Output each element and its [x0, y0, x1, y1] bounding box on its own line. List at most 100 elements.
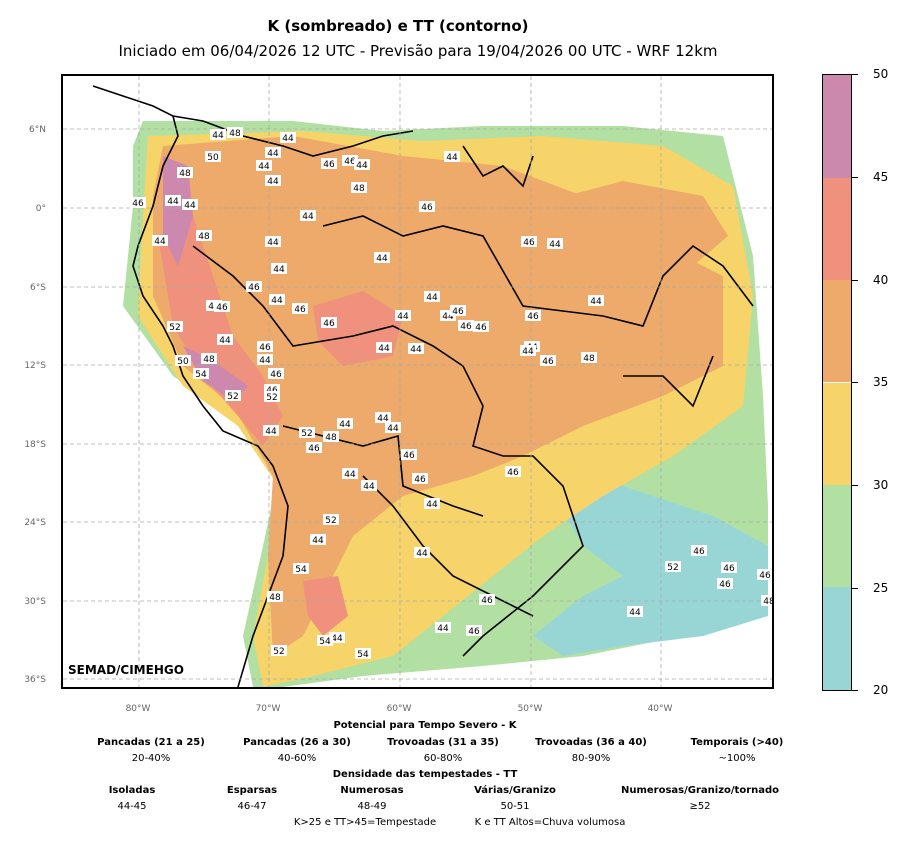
tt-contour-label-bg — [257, 341, 273, 352]
k-legend-item-value: 40-60% — [277, 753, 317, 764]
tt-contour-label-bg — [581, 352, 597, 363]
tt-contour-label: 44 — [267, 177, 279, 187]
k-zone-45-50 — [163, 156, 193, 266]
tt-contour-label-bg — [401, 449, 417, 460]
tt-contour-label-bg — [376, 342, 392, 353]
colorbar-label-40: 40 — [873, 273, 889, 287]
tt-contour-label: 44 — [549, 240, 561, 250]
tt-contour-label-bg — [321, 158, 337, 169]
tt-contour-label-bg — [265, 236, 281, 247]
tt-contour-label: 46 — [216, 303, 228, 313]
k-legend-item-name: Trovoadas (31 a 35) — [387, 737, 499, 748]
tt-contour-label-bg — [375, 412, 391, 423]
colorbar-label-30: 30 — [873, 478, 889, 492]
tt-contour-label-bg — [165, 195, 181, 206]
tt-contour-label-bg — [265, 147, 281, 158]
tt-contour-label: 44 — [184, 201, 196, 211]
tt-contour-label: 54 — [319, 637, 331, 647]
k-zone-35-40-east — [528, 181, 728, 266]
tt-contour-label: 44 — [167, 197, 179, 207]
tt-contour-label: 48 — [325, 433, 337, 443]
tt-contour-label-bg — [627, 606, 643, 617]
tt-contour-label-bg — [385, 422, 401, 433]
lat-label-18s: 18°S — [24, 440, 46, 450]
k-legend-title: Potencial para Tempo Severo - K — [333, 720, 517, 731]
tt-contour-label-bg — [408, 343, 424, 354]
tt-contour-label: 52 — [169, 323, 180, 333]
tt-contour-label-bg — [717, 578, 733, 589]
k-legend-item-name: Pancadas (21 a 25) — [97, 737, 205, 748]
tt-contour-label-bg — [505, 466, 521, 477]
tt-contour-label-bg — [419, 201, 435, 212]
tt-legend-item-name: Esparsas — [226, 785, 278, 796]
tt-contour-label-bg — [271, 263, 287, 274]
tt-contour-label-bg — [435, 622, 451, 633]
lon-label-40w: 40°W — [647, 704, 673, 714]
tt-contour-label: 46 — [259, 343, 271, 353]
tt-contour-label-bg — [520, 345, 536, 356]
tt-contour-label-bg — [721, 562, 737, 573]
tt-contour-label: 46 — [248, 283, 260, 293]
tt-contour-label: 52 — [273, 647, 284, 657]
tt-contour-label: 46 — [527, 312, 539, 322]
tt-contour-label-bg — [263, 425, 279, 436]
k-zone-45-50-b — [183, 346, 248, 401]
map-panel: 44 48 44 44 50 48 44 44 46 46 44 48 46 44 44 44 48 44 44 46… — [61, 74, 774, 689]
tt-contour-label: 46 — [403, 451, 415, 461]
tt-contour-label: 44 — [344, 470, 356, 480]
tt-contour-label: 46 — [460, 322, 472, 332]
tt-contour-label-bg — [256, 160, 272, 171]
tt-contour-label-bg — [473, 321, 489, 332]
k-legend-item-value: 20-40% — [131, 753, 171, 764]
colorbar-tick — [852, 588, 858, 589]
tt-contour-label-bg — [395, 310, 411, 321]
lat-label-6s: 6°S — [30, 283, 46, 293]
k-legend-item-value: ~100% — [718, 753, 756, 764]
tt-contour-label-bg — [175, 355, 191, 366]
tt-contour-label: 48 — [583, 354, 595, 364]
k-legend-item-name: Temporais (>40) — [690, 737, 784, 748]
tt-contour-label: 44 — [258, 162, 270, 172]
lat-label-30s: 30°S — [24, 597, 46, 607]
tt-contour-label-bg — [761, 595, 772, 606]
tt-contour-label: 44 — [426, 500, 438, 510]
tt-legend-item-name: Numerosas/Granizo/tornado — [620, 785, 780, 796]
tt-contour-label-bg — [525, 310, 541, 321]
tt-contour-label: 50 — [207, 153, 219, 163]
tt-contour-label: 46 — [294, 305, 306, 315]
country-borders — [92, 85, 754, 687]
tt-contour-label: 46 — [308, 444, 320, 454]
tt-contour-label: 46 — [452, 307, 464, 317]
tt-contour-label: 44 — [590, 297, 602, 307]
tt-contour-label: 44 — [397, 312, 409, 322]
tt-contour-label: 54 — [295, 565, 307, 575]
tt-contour-label: 44 — [273, 265, 285, 275]
colorbar-tick — [852, 177, 858, 178]
tt-contour-label-bg — [271, 645, 287, 656]
tt-contour-label-bg — [267, 591, 283, 602]
tt-contour-label-bg — [268, 368, 284, 379]
tt-contour-label: 44 — [426, 293, 438, 303]
tt-contour-label-bg — [246, 281, 262, 292]
tt-contour-label: 46 — [323, 319, 335, 329]
tt-contour-label: 46 — [481, 596, 493, 606]
tt-contour-label-bg — [321, 317, 337, 328]
tt-contour-label-bg — [351, 182, 367, 193]
tt-contour-label-bg — [306, 442, 322, 453]
tt-contour-label: 46 — [270, 370, 282, 380]
tt-contour-label: 48 — [763, 597, 772, 607]
tt-contour-label-bg — [182, 199, 198, 210]
tt-contour-label: 44 — [267, 238, 279, 248]
map-subtitle: Iniciado em 06/04/2026 12 UTC - Previsão… — [118, 42, 718, 60]
tt-contour-label-bg — [374, 252, 390, 263]
k-zone-20-25 — [533, 476, 768, 656]
tt-contour-label-bg — [292, 303, 308, 314]
colorbar-tick — [852, 74, 858, 75]
tt-contour-label: 48 — [229, 129, 241, 139]
tt-contour-label: 44 — [271, 296, 283, 306]
tt-contour-label: 44 — [442, 312, 454, 322]
colorbar-segment-45-50 — [823, 75, 851, 178]
tt-contour-label: 44 — [387, 424, 399, 434]
tt-contour-label-bg — [414, 547, 430, 558]
